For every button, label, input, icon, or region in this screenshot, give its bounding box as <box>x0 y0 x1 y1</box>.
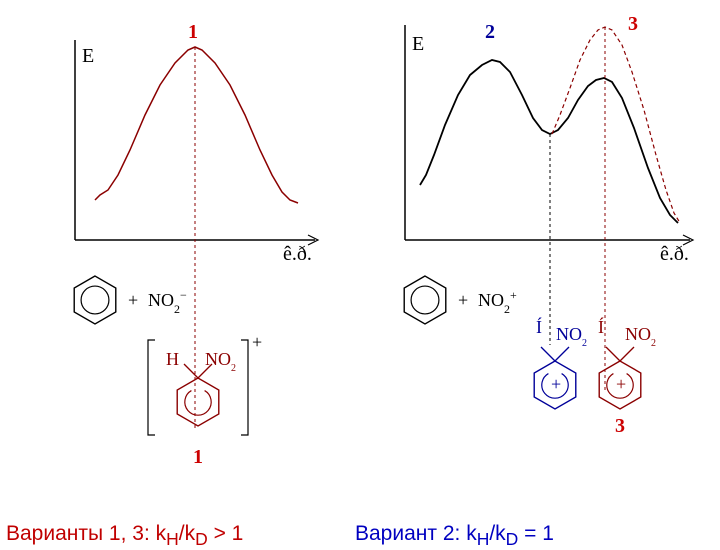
left-plot: E ê.ð. 1 <box>75 21 318 430</box>
left-y-label: E <box>82 45 94 67</box>
right-y-label: E <box>412 33 424 55</box>
right-x-label: ê.ð. <box>660 243 689 265</box>
right-label-3: 3 <box>628 13 638 35</box>
intermediate-label-1: 1 <box>193 446 203 468</box>
plus-sign: + <box>128 290 138 310</box>
caption-left: Варианты 1, 3: kH/kD > 1 <box>6 522 243 550</box>
right-intermediate-blue: Í NO2 + <box>534 316 587 409</box>
right-black-curve <box>420 60 678 223</box>
sigma-ring-icon <box>177 364 219 426</box>
reagent-no2-plus: NO2+ <box>478 288 517 316</box>
caption-right-expr: kH/kD = 1 <box>466 522 554 545</box>
intermediate-label-3: 3 <box>615 415 625 437</box>
bracket-right <box>241 340 248 435</box>
left-energy-curve <box>95 47 298 203</box>
red-i-label: Í <box>598 316 604 337</box>
caption-left-expr: kH/kD > 1 <box>156 522 244 545</box>
reagent-no2: NO2− <box>148 288 187 316</box>
left-peak-label: 1 <box>188 21 198 43</box>
caption-right: Вариант 2: kH/kD = 1 <box>355 522 554 550</box>
benzene-icon <box>74 276 116 324</box>
caption-left-prefix: Варианты 1, 3: <box>6 522 150 545</box>
right-reaction: + NO2+ <box>404 276 517 324</box>
benzene-icon <box>404 276 446 324</box>
left-x-label: ê.ð. <box>283 243 312 265</box>
right-label-2: 2 <box>485 21 495 43</box>
red-no2-label: NO2 <box>625 324 656 349</box>
sigma-h-label: H <box>166 349 179 369</box>
right-intermediate-red: Í NO2 + 3 <box>598 316 656 437</box>
right-red-curve <box>552 27 680 223</box>
bracket-left <box>148 340 155 435</box>
plus-sign: + <box>458 290 468 310</box>
red-plus-center: + <box>616 374 626 394</box>
blue-i-label: Í <box>536 316 542 337</box>
blue-plus-center: + <box>551 374 561 394</box>
caption-right-prefix: Вариант 2: <box>355 522 460 545</box>
figure-container: E ê.ð. 1 E ê.ð. 2 3 + NO2− + H NO2 1 <box>0 0 720 540</box>
left-reaction: + NO2− <box>74 276 187 324</box>
figure-svg: E ê.ð. 1 E ê.ð. 2 3 + NO2− + H NO2 1 <box>0 0 720 540</box>
sigma-no2-label: NO2 <box>205 349 236 374</box>
blue-no2-label: NO2 <box>556 324 587 349</box>
bracket-charge: + <box>252 332 262 352</box>
left-intermediate: + H NO2 1 <box>148 332 262 468</box>
